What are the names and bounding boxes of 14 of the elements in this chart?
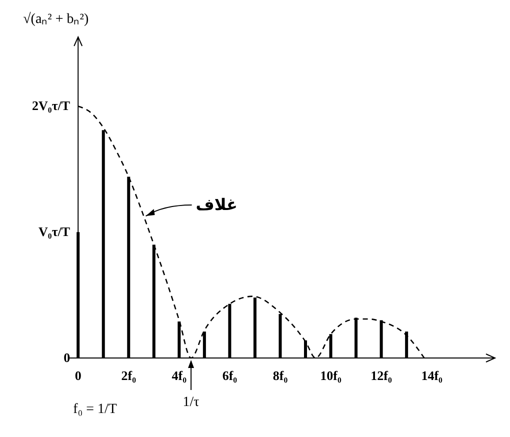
annotation: غلاف	[196, 195, 238, 214]
y-axis-title: √(aₙ² + bₙ²)	[23, 11, 89, 27]
x-tick-label: 0	[74, 368, 82, 383]
x-tick-label: 10f₀	[320, 368, 342, 383]
y-tick-label: V₀τ/T	[38, 224, 70, 240]
x-tick-label: 8f₀	[272, 368, 288, 383]
text: f₀ = 1/T	[73, 402, 118, 417]
x-tick-label: 2f₀	[121, 368, 136, 383]
x-tick-label: 6f₀	[222, 368, 238, 383]
y-tick-label: 2V₀τ/T	[32, 98, 70, 114]
x-tick-label: 14f₀	[421, 368, 443, 383]
x-tick-label: 4f₀	[172, 368, 187, 383]
x-tick-label: 12f₀	[370, 368, 392, 383]
annotation: 1/τ	[182, 395, 200, 410]
